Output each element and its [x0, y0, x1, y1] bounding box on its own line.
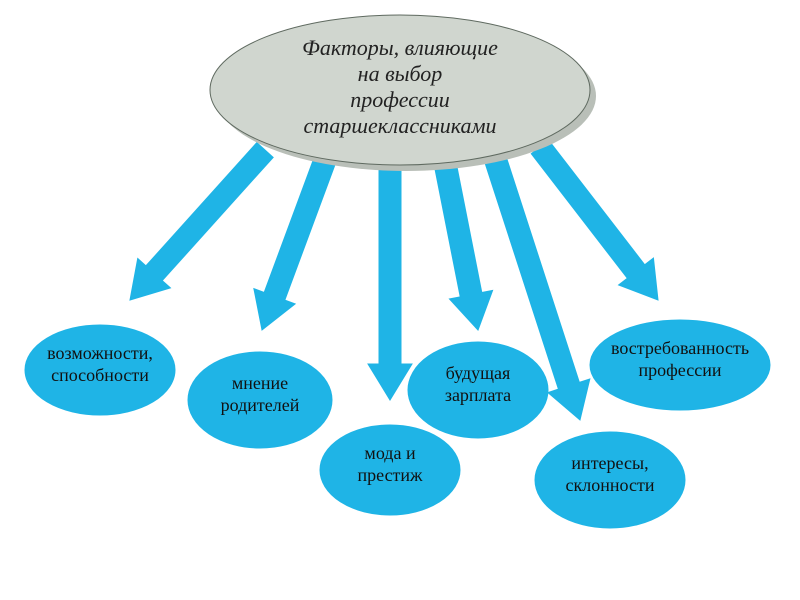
node-label-line: мнение	[232, 373, 288, 393]
node-label-line: родителей	[221, 395, 300, 415]
node-label-line: востребованность	[611, 338, 749, 358]
node-parents: мнениеродителей	[188, 352, 332, 448]
arrow	[114, 135, 282, 314]
node-label-line: профессии	[639, 360, 722, 380]
center-title-line: старшеклассниками	[303, 113, 496, 138]
center-title-line: Факторы, влияющие	[302, 35, 498, 60]
node-label-line: престиж	[358, 465, 424, 485]
node-label-line: возможности,	[47, 343, 153, 363]
arrow	[368, 165, 412, 400]
arrow	[423, 159, 499, 335]
node-fashion: мода ипрестиж	[320, 425, 460, 515]
diagram-canvas: Факторы, влияющиена выборпрофессиистарше…	[0, 0, 800, 600]
node-label-line: интересы,	[571, 453, 648, 473]
node-label-line: зарплата	[445, 385, 511, 405]
center-title-line: профессии	[350, 87, 450, 112]
node-salary: будущаязарплата	[408, 342, 548, 438]
node-demand: востребованностьпрофессии	[590, 320, 770, 410]
node-abilities: возможности,способности	[25, 325, 175, 415]
center-title-line: на выбор	[358, 61, 443, 86]
node-interests: интересы,склонности	[535, 432, 685, 528]
node-label-line: способности	[51, 365, 149, 385]
node-label-line: мода и	[364, 443, 416, 463]
node-label-line: будущая	[446, 363, 511, 383]
arrow	[241, 152, 345, 337]
node-label-line: склонности	[566, 475, 655, 495]
